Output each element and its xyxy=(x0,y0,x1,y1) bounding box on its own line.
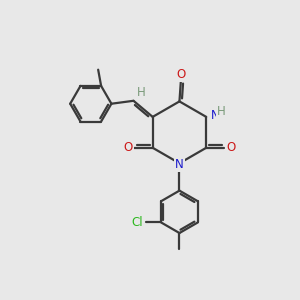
Text: O: O xyxy=(176,68,185,81)
Text: H: H xyxy=(137,86,146,99)
Text: N: N xyxy=(211,109,220,122)
Text: N: N xyxy=(175,158,184,171)
Text: O: O xyxy=(226,141,236,154)
Text: H: H xyxy=(217,105,226,118)
Text: O: O xyxy=(123,141,133,154)
Text: Cl: Cl xyxy=(132,216,143,229)
